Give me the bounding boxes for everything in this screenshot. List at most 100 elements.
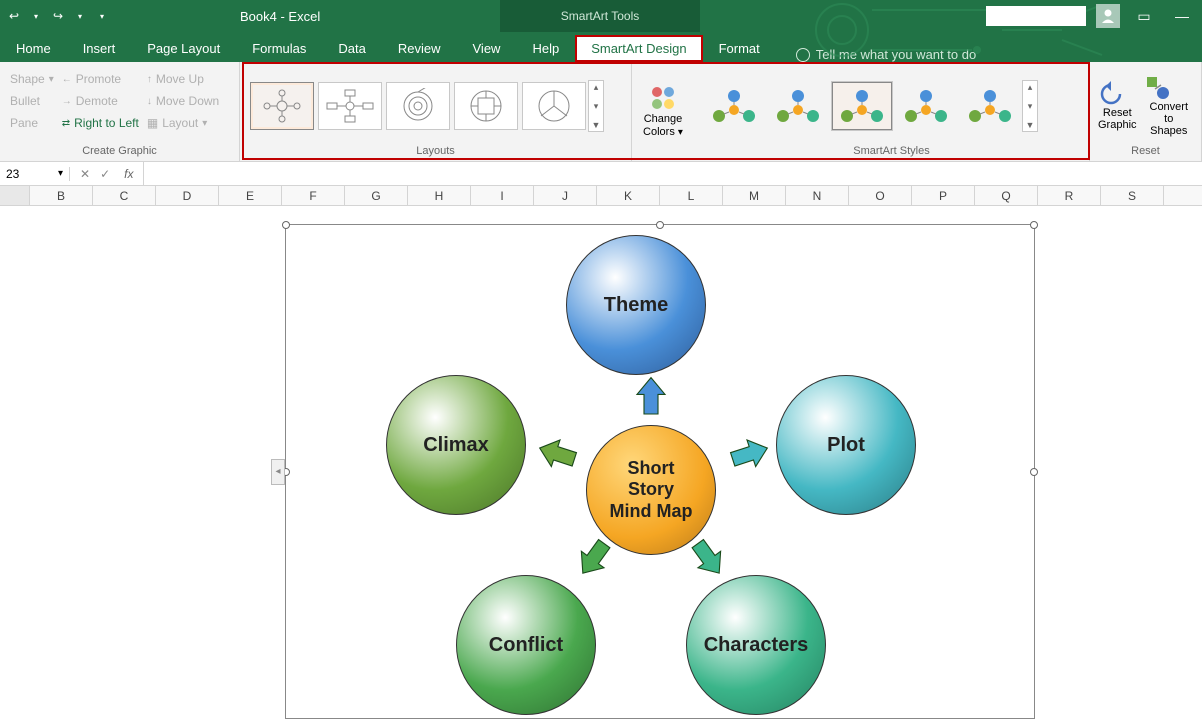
minimize-icon[interactable]: — <box>1168 2 1196 30</box>
lightbulb-icon <box>796 48 810 62</box>
col-header-E[interactable]: E <box>219 186 282 205</box>
group-layouts: ▴▾▼ Layouts <box>240 62 632 161</box>
smartart-object[interactable]: ◂ Short Story Mind Map ThemePlotCharacte… <box>285 224 1035 719</box>
tab-formulas[interactable]: Formulas <box>236 35 322 62</box>
qa-undo-icon[interactable]: ↩ <box>6 8 22 24</box>
signin-field[interactable] <box>986 6 1086 26</box>
style-option-4[interactable] <box>896 82 956 130</box>
move-down-button[interactable]: ↓ Move Down <box>145 92 221 110</box>
tab-home[interactable]: Home <box>0 35 67 62</box>
qa-redo-icon[interactable]: ↪ <box>50 8 66 24</box>
style-option-1[interactable] <box>704 82 764 130</box>
col-header-J[interactable]: J <box>534 186 597 205</box>
demote-button[interactable]: → Demote <box>60 92 141 110</box>
tell-me-text: Tell me what you want to do <box>816 47 976 62</box>
col-header-G[interactable]: G <box>345 186 408 205</box>
tell-me[interactable]: Tell me what you want to do <box>776 47 976 62</box>
col-header-M[interactable]: M <box>723 186 786 205</box>
col-header-I[interactable]: I <box>471 186 534 205</box>
style-option-2[interactable] <box>768 82 828 130</box>
col-header-L[interactable]: L <box>660 186 723 205</box>
smartart-node-conflict[interactable]: Conflict <box>456 575 596 715</box>
change-colors-button[interactable]: Change Colors ▾ <box>632 62 694 161</box>
node-label: Plot <box>827 434 865 457</box>
smartart-center-node[interactable]: Short Story Mind Map <box>586 425 716 555</box>
tab-insert[interactable]: Insert <box>67 35 132 62</box>
col-header-D[interactable]: D <box>156 186 219 205</box>
rtl-button[interactable]: ⇄ Right to Left <box>60 114 141 132</box>
col-header-O[interactable]: O <box>849 186 912 205</box>
layout-option-4[interactable] <box>454 82 518 130</box>
formula-input[interactable] <box>143 162 1202 185</box>
convert-shapes-button[interactable]: Convertto Shapes <box>1145 75 1193 137</box>
fx-label[interactable]: fx <box>120 167 133 181</box>
group-label-styles: SmartArt Styles <box>702 145 1081 159</box>
text-pane-toggle[interactable]: ◂ <box>271 459 285 485</box>
style-option-3[interactable] <box>832 82 892 130</box>
add-shape-button[interactable]: Shape ▾ <box>8 70 56 88</box>
promote-button[interactable]: ← Promote <box>60 70 141 88</box>
node-label: Characters <box>704 634 809 657</box>
user-avatar-icon[interactable] <box>1096 4 1120 28</box>
smartart-node-theme[interactable]: Theme <box>566 235 706 375</box>
reset-icon <box>1098 81 1124 107</box>
tab-format[interactable]: Format <box>703 35 776 62</box>
resize-handle-ne[interactable] <box>1030 221 1038 229</box>
col-header-C[interactable]: C <box>93 186 156 205</box>
name-box-value: 23 <box>6 167 19 181</box>
accept-formula-icon[interactable]: ✓ <box>100 167 110 181</box>
resize-handle-n[interactable] <box>656 221 664 229</box>
tab-help[interactable]: Help <box>516 35 575 62</box>
ribbon-tabs: HomeInsertPage LayoutFormulasDataReviewV… <box>0 32 1202 62</box>
qa-more-icon[interactable]: ▾ <box>94 8 110 24</box>
col-header-R[interactable]: R <box>1038 186 1101 205</box>
name-box-dropdown-icon[interactable]: ▾ <box>58 168 63 179</box>
layout-button[interactable]: ▦ Layout ▾ <box>145 114 221 132</box>
qa-dropdown-icon[interactable]: ▾ <box>28 8 44 24</box>
title-bar-right: ▭ — <box>986 0 1196 32</box>
col-header-P[interactable]: P <box>912 186 975 205</box>
col-header-N[interactable]: N <box>786 186 849 205</box>
name-box[interactable]: 23 ▾ <box>0 167 70 181</box>
node-label: Theme <box>604 294 668 317</box>
worksheet-area[interactable]: ◂ Short Story Mind Map Theme Plot Characte… <box>0 206 1202 713</box>
style-option-5[interactable] <box>960 82 1020 130</box>
node-label: Conflict <box>489 634 563 657</box>
resize-handle-nw[interactable] <box>282 221 290 229</box>
col-header-B[interactable]: B <box>30 186 93 205</box>
col-header-K[interactable]: K <box>597 186 660 205</box>
cancel-formula-icon[interactable]: ✕ <box>80 167 90 181</box>
text-pane-button[interactable]: Pane <box>8 114 56 132</box>
col-header-S[interactable]: S <box>1101 186 1164 205</box>
reset-graphic-button[interactable]: ResetGraphic <box>1098 81 1137 131</box>
tab-view[interactable]: View <box>457 35 517 62</box>
resize-handle-e[interactable] <box>1030 468 1038 476</box>
layout-option-3[interactable] <box>386 82 450 130</box>
change-colors-icon <box>648 85 678 111</box>
select-all-cell[interactable] <box>0 186 30 205</box>
title-bar: ↩ ▾ ↪ ▾ ▾ Book4 - Excel SmartArt Tools ▭… <box>0 0 1202 32</box>
styles-scroll[interactable]: ▴▾▼ <box>1022 80 1038 132</box>
group-label-create-graphic: Create Graphic <box>8 145 231 159</box>
tab-page-layout[interactable]: Page Layout <box>131 35 236 62</box>
tab-smartart-design[interactable]: SmartArt Design <box>575 35 702 62</box>
col-header-F[interactable]: F <box>282 186 345 205</box>
ribbon-display-icon[interactable]: ▭ <box>1130 2 1158 30</box>
smartart-node-characters[interactable]: Characters <box>686 575 826 715</box>
tab-review[interactable]: Review <box>382 35 457 62</box>
qa-dropdown2-icon[interactable]: ▾ <box>72 8 88 24</box>
col-header-H[interactable]: H <box>408 186 471 205</box>
layout-option-2[interactable] <box>318 82 382 130</box>
layout-option-5[interactable] <box>522 82 586 130</box>
add-bullet-button[interactable]: Bullet <box>8 92 56 110</box>
change-colors-l1: Change <box>644 113 683 125</box>
smartart-node-plot[interactable]: Plot <box>776 375 916 515</box>
smartart-node-climax[interactable]: Climax <box>386 375 526 515</box>
tools-context-text: SmartArt Tools <box>561 9 639 23</box>
layout-option-1[interactable] <box>250 82 314 130</box>
layouts-scroll[interactable]: ▴▾▼ <box>588 80 604 132</box>
col-header-Q[interactable]: Q <box>975 186 1038 205</box>
tab-data[interactable]: Data <box>322 35 381 62</box>
move-up-button[interactable]: ↑ Move Up <box>145 70 221 88</box>
node-label: Climax <box>423 434 489 457</box>
